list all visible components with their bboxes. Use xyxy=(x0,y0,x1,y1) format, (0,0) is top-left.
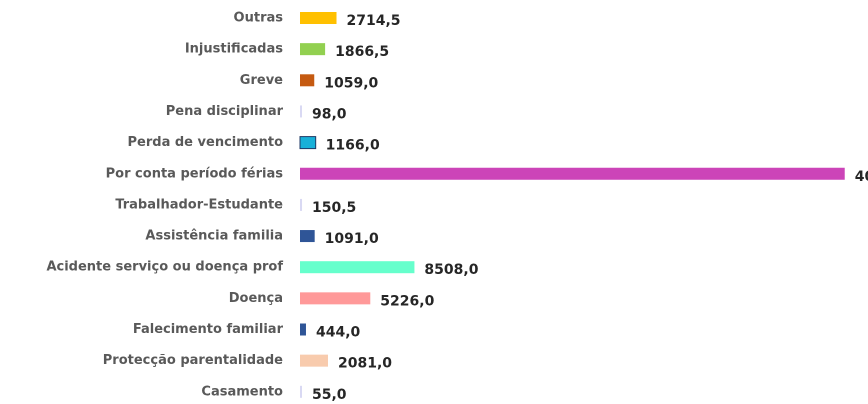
category-label: Perda de vencimento xyxy=(128,135,284,150)
bar xyxy=(300,167,845,180)
value-label: 5226,0 xyxy=(380,293,434,309)
value-label: 98,0 xyxy=(312,106,347,122)
bar xyxy=(300,292,371,305)
category-label: Casamento xyxy=(201,384,283,399)
value-label: 1166,0 xyxy=(326,138,380,154)
bar xyxy=(300,354,328,367)
value-label: 2081,0 xyxy=(338,356,392,372)
category-label: Assistência familia xyxy=(145,229,283,244)
bar xyxy=(300,323,306,336)
category-label: Doença xyxy=(229,291,283,306)
category-label: Pena disciplinar xyxy=(166,104,284,119)
bar xyxy=(300,105,302,118)
bar xyxy=(300,385,302,398)
value-label: 1866,5 xyxy=(335,44,389,60)
bar xyxy=(300,43,326,56)
value-label: 444,0 xyxy=(316,325,361,341)
value-label: 55,0 xyxy=(312,387,347,403)
bar xyxy=(300,261,415,274)
bar xyxy=(300,198,303,211)
bar xyxy=(300,12,337,24)
bar xyxy=(300,74,315,87)
category-label: Falecimento familiar xyxy=(133,322,284,337)
category-label: Injustificadas xyxy=(185,42,283,57)
category-label: Protecção parentalidade xyxy=(103,353,283,368)
value-label: 150,5 xyxy=(312,200,356,216)
value-label: 1059,0 xyxy=(324,75,378,91)
category-label: Por conta período férias xyxy=(106,166,284,181)
value-label: 8508,0 xyxy=(424,262,478,278)
category-label: Outras xyxy=(234,11,284,26)
bar xyxy=(300,230,315,243)
category-label: Greve xyxy=(240,73,283,88)
value-label: 1091,0 xyxy=(325,231,379,247)
value-label: 405 xyxy=(855,169,868,185)
category-label: Trabalhador-Estudante xyxy=(115,197,283,212)
category-label: Acidente serviço ou doença prof xyxy=(46,260,283,275)
value-label: 2714,5 xyxy=(347,13,401,29)
bar xyxy=(299,136,317,150)
